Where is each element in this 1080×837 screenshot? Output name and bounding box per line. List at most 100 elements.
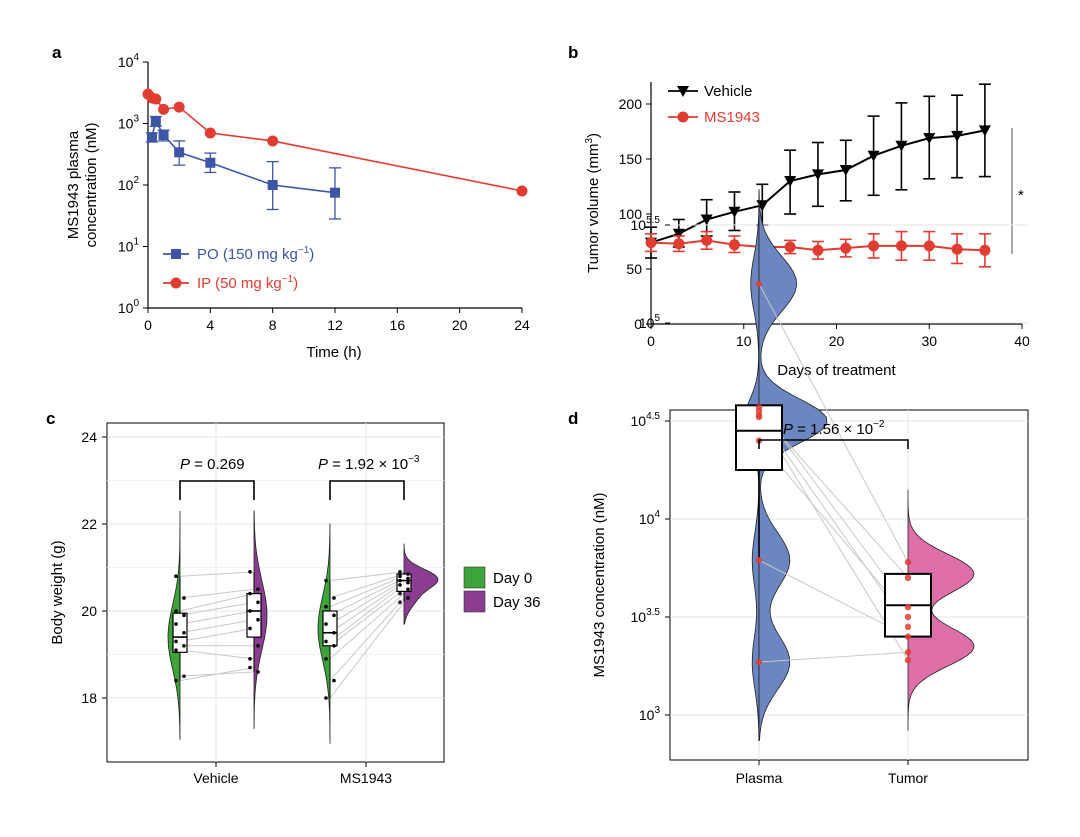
panel-label-b: b: [568, 43, 578, 62]
panel-c-point-day0: [174, 574, 178, 578]
panel-d-point-plasma: [755, 556, 763, 564]
panel-c-pair-line: [179, 571, 255, 577]
panel-a-x-tick-label: 24: [514, 317, 530, 333]
panel-c-point-day36: [406, 580, 410, 585]
panel-d-y-tick-label: 104.5: [631, 411, 661, 429]
panel-a-x-tick-label: 4: [206, 317, 214, 333]
legend-day0-label: Day 0: [493, 570, 532, 587]
panel-b-axes: 0 10 20 30 40 0 50 100 150 200: [619, 82, 1030, 349]
panel-c-pair-line: [329, 577, 405, 616]
panel-c-pair-line: [329, 573, 405, 599]
panel-c-point-day36: [398, 570, 402, 574]
panel-a-axes: 0 4 8 12 16 20 24 100 101 102 103 104: [118, 52, 530, 333]
panel-c-axes: 18 20 22 24 Vehicle MS1943: [81, 423, 444, 786]
panel-c-pair-line: [329, 601, 405, 699]
panel-c-pair-line: [179, 619, 255, 634]
panel-c-y-tick-label: 18: [81, 690, 97, 706]
panel-b-y-tick-label: 150: [619, 151, 643, 167]
panel-d-point-tumor: [904, 604, 912, 611]
panel-c-point-day0: [324, 657, 328, 661]
panel-c-point-day0: [324, 604, 328, 609]
panel-c-point-day36: [406, 587, 410, 592]
panel-d-point-tumor: [904, 574, 912, 581]
legend-day36-label: Day 36: [493, 594, 541, 611]
panel-b-ms1943-point: [645, 237, 657, 249]
panel-c-point-day36: [398, 600, 402, 605]
panel-a-ip-point: [150, 93, 162, 105]
panel-c-point-day0: [324, 639, 328, 644]
panel-c-point-day36: [398, 583, 402, 587]
panel-b-vehicle-point: [672, 228, 685, 240]
panel-b-x-tick-label: 0: [647, 333, 655, 349]
panel-b-vehicle-point: [784, 176, 797, 187]
panel-b-ms1943-point: [979, 244, 991, 256]
panel-b-x-tick-label: 40: [1014, 333, 1030, 349]
panel-c-violin-ms1943-day36: [403, 543, 439, 625]
panel-c-pair-line: [179, 610, 255, 625]
panel-b-legend: Vehicle MS1943: [668, 83, 760, 126]
panel-b-y-tick-label: 200: [619, 96, 643, 112]
panel-c-point-day36: [256, 670, 260, 674]
panel-c-pair-line: [329, 582, 405, 634]
panel-c-box: [322, 610, 338, 647]
legend-day36-swatch: [463, 590, 486, 613]
panel-d-pair-line: [758, 410, 909, 579]
panel-c-point-day36: [256, 587, 260, 592]
panel-d-marks: [735, 189, 975, 741]
panel-c-point-day0: [324, 578, 328, 583]
panel-d-point-plasma: [755, 413, 763, 421]
panel-d-y-tick-label: 103: [639, 705, 661, 723]
panel-b-y-tick-label: 50: [626, 261, 642, 277]
panel-d-x-tick-label: Tumor: [888, 770, 928, 786]
panel-b-ms1943-point: [951, 243, 963, 255]
panel-b-vehicle-point: [895, 140, 908, 152]
panel-b-marks: [645, 83, 991, 268]
panel-c-y-tick-label: 20: [81, 603, 97, 619]
panel-a-y-label-line1: MS1943 plasma: [65, 130, 82, 239]
legend-po-marker: [171, 249, 181, 259]
panel-c-pair-line: [329, 571, 405, 582]
panel-a-x-tick-label: 16: [390, 317, 406, 333]
panel-c-pair-line: [179, 588, 255, 599]
panel-b-x-tick-label: 30: [921, 333, 937, 349]
panel-d-frame: [669, 409, 1029, 761]
panel-a-x-tick-label: 12: [327, 317, 343, 333]
panel-c-pair-line: [329, 588, 405, 647]
panel-c-point-day36: [248, 609, 252, 613]
panel-d-pair-line: [758, 414, 909, 628]
panel-c-y-tick-label: 22: [81, 516, 97, 532]
legend-po-label: PO (150 mg kg−1): [197, 245, 314, 263]
panel-c-pair-line: [179, 649, 255, 660]
legend-ms1943-marker: [677, 111, 689, 123]
panel-c-point-day0: [332, 644, 336, 648]
panel-c-y-tick-label: 24: [81, 429, 97, 445]
panel-c-pair-line: [329, 575, 405, 608]
panel-d-point-tumor: [904, 656, 912, 664]
panel-c-point-day36: [406, 576, 410, 581]
panel-b-y-label: Tumor volume (mm3): [584, 133, 602, 273]
panel-b-vehicle-point: [923, 133, 936, 145]
panel-a-ip-point: [267, 135, 279, 147]
panel-c-bracket-ms1943: [329, 480, 405, 500]
panel-d-y-tick-label: 105.5: [631, 215, 661, 233]
panel-b-ms1943-point: [728, 239, 740, 251]
panel-c-pair-line: [179, 627, 255, 642]
legend-vehicle-label: Vehicle: [704, 83, 752, 100]
panel-a-legend: PO (150 mg kg−1) IP (50 mg kg−1): [163, 245, 314, 292]
panel-c-point-day36: [248, 657, 252, 661]
panel-b-x-tick-label: 20: [829, 333, 845, 349]
panel-d-pair-line: [758, 283, 909, 563]
panel-a-ip-point: [516, 185, 528, 197]
panel-b-x-tick-label: 10: [736, 333, 752, 349]
panel-a-marks: [142, 88, 528, 220]
panel-a-x-tick-label: 0: [144, 317, 152, 333]
panel-d-plot: 103 103.5 104 104.5 105 105.5 Plasma Tumor MS19…: [591, 189, 1029, 786]
panel-b-vehicle-point: [811, 169, 824, 181]
panel-b-vehicle-point: [700, 214, 713, 226]
panel-a-po-point: [150, 115, 161, 126]
legend-day0-swatch: [463, 566, 486, 589]
panel-c-point-day0: [332, 630, 336, 635]
panel-b-vehicle-point: [978, 125, 991, 137]
panel-c-bracket-vehicle: [179, 480, 255, 500]
